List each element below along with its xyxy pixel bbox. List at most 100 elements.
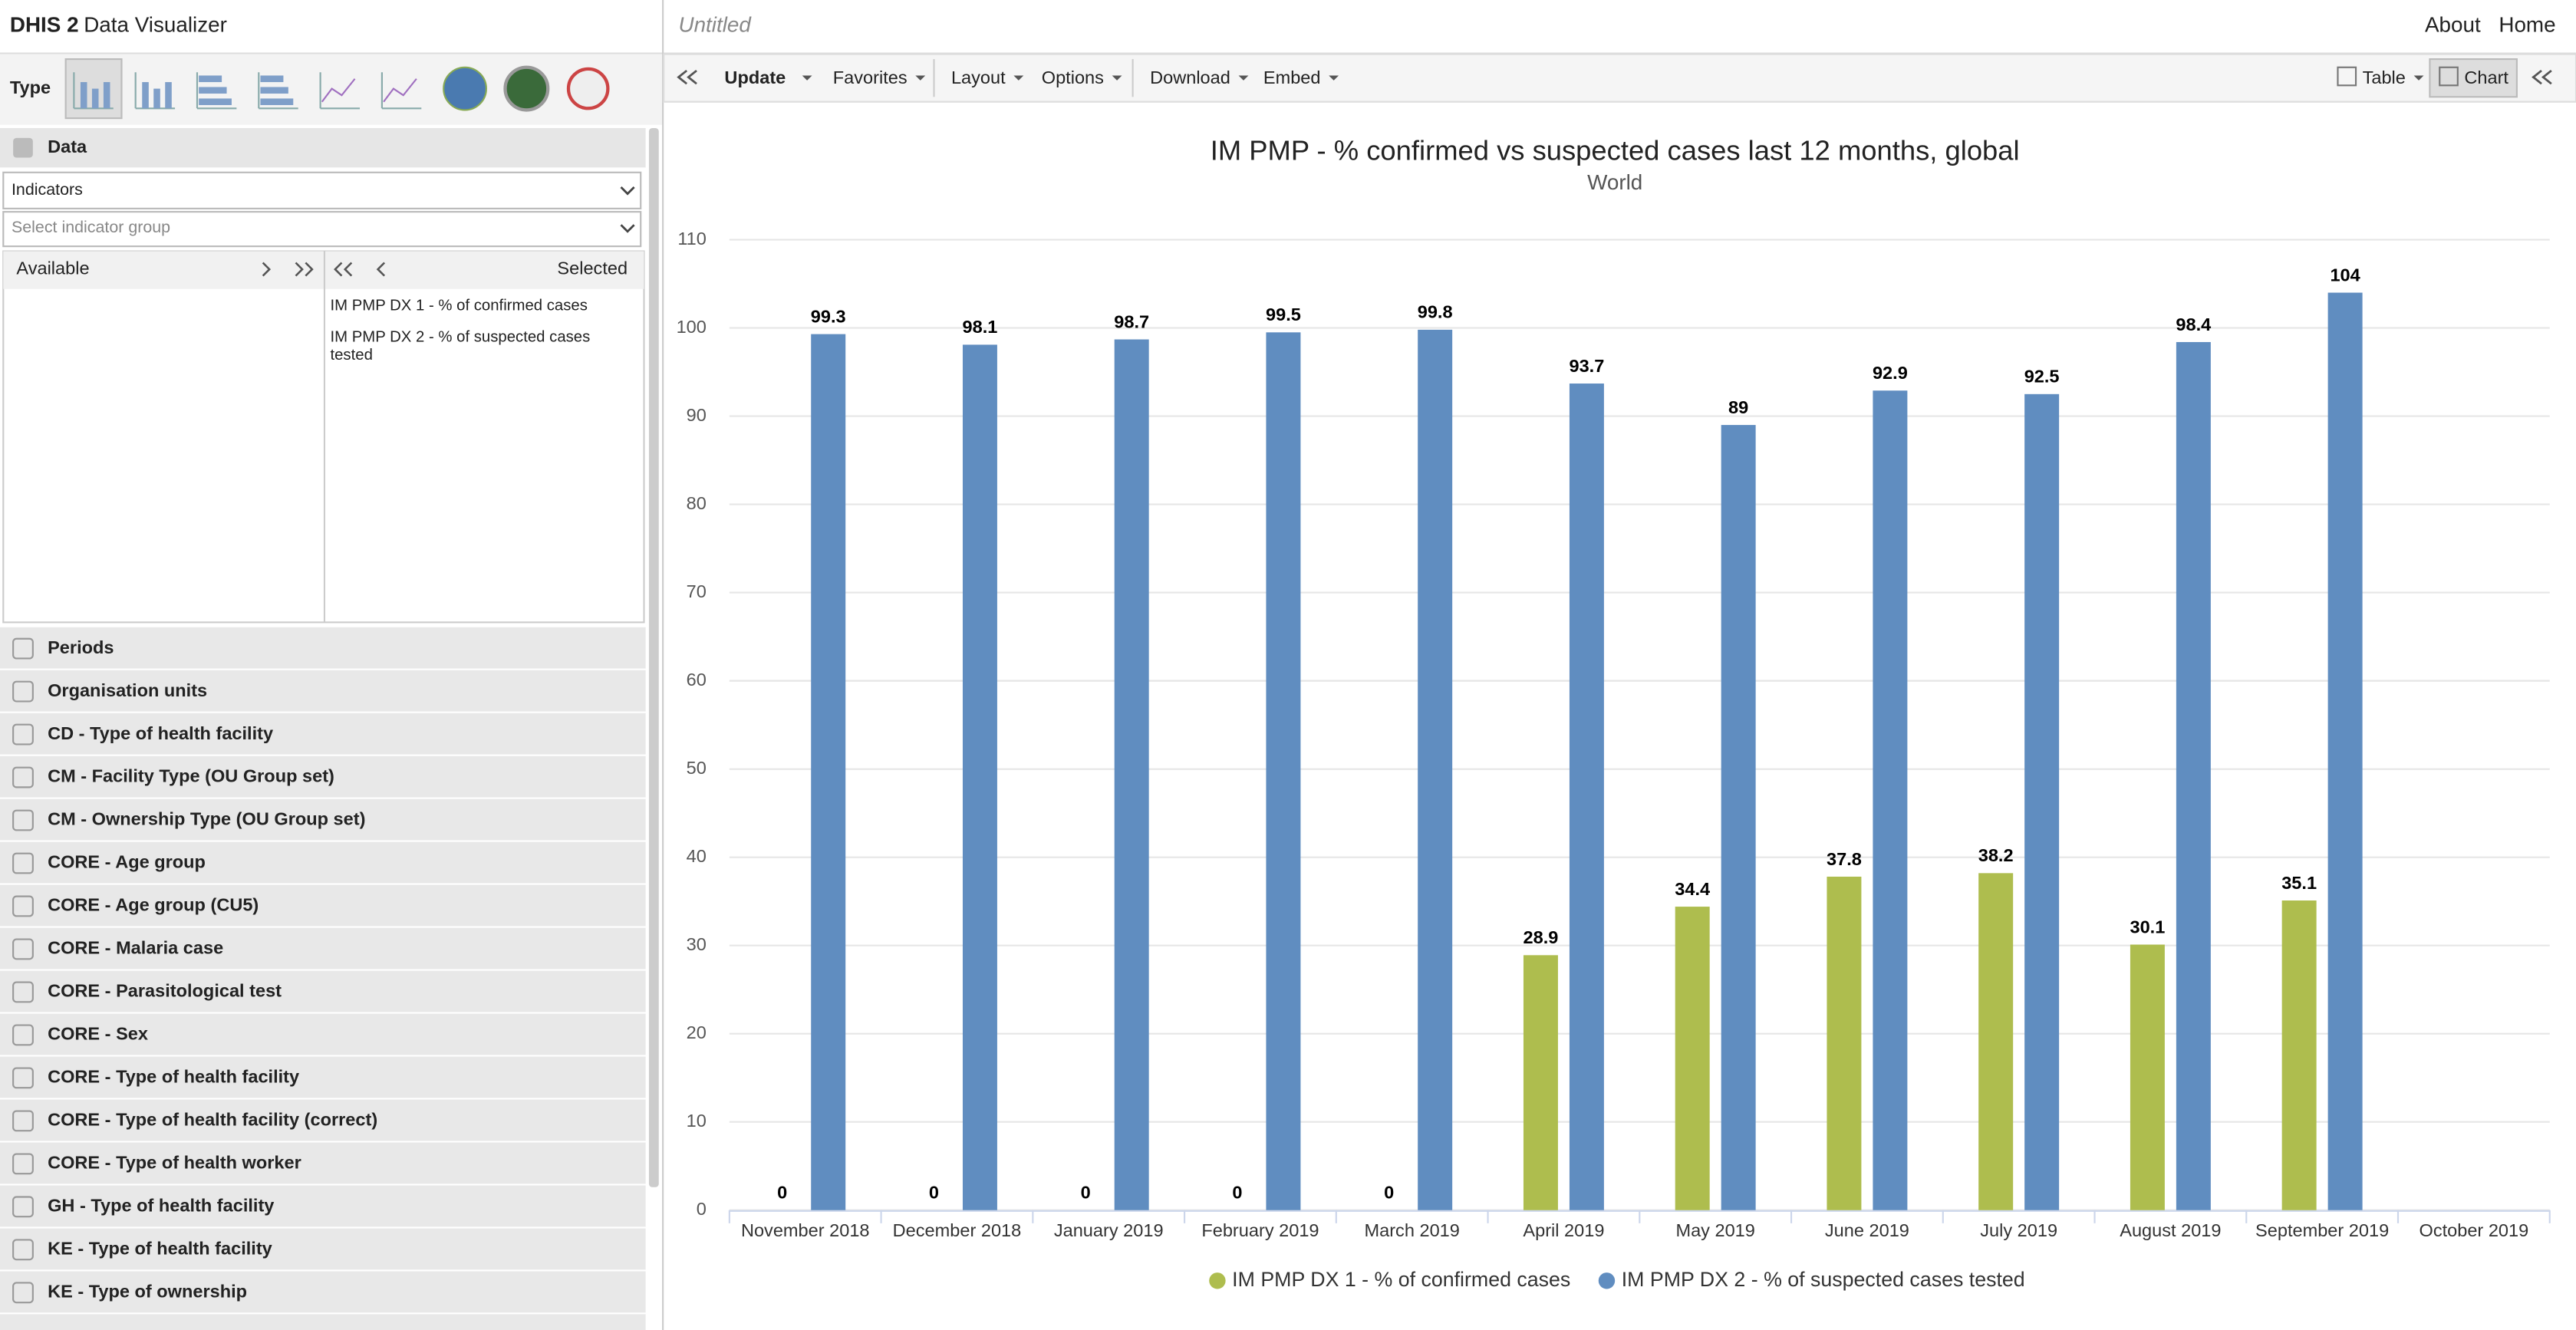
section-icon bbox=[12, 766, 34, 788]
home-link[interactable]: Home bbox=[2499, 13, 2555, 37]
move-arrows[interactable] bbox=[262, 262, 386, 277]
available: Available bbox=[16, 258, 89, 278]
data-label: 99.3 bbox=[811, 306, 846, 326]
section-label: Organisation units bbox=[48, 680, 207, 700]
x-tick-label: May 2019 bbox=[1675, 1220, 1754, 1240]
type-icon-gauge[interactable] bbox=[566, 67, 610, 110]
section-row[interactable] bbox=[0, 970, 646, 1012]
legend-marker[interactable] bbox=[1209, 1272, 1226, 1289]
section-row[interactable] bbox=[0, 927, 646, 970]
section-row[interactable] bbox=[0, 1099, 646, 1141]
section-label: CD - Type of health facility bbox=[48, 723, 273, 743]
toolbar-button[interactable]: Embed bbox=[1263, 67, 1321, 87]
legend-label[interactable]: IM PMP DX 1 - % of confirmed cases bbox=[1232, 1268, 1570, 1291]
data-label: 92.9 bbox=[1873, 363, 1908, 383]
section-row[interactable] bbox=[0, 1013, 646, 1055]
caret bbox=[620, 186, 635, 196]
data-label: 0 bbox=[1232, 1183, 1242, 1203]
type-icon[interactable] bbox=[196, 72, 237, 110]
view-icon bbox=[2337, 66, 2357, 87]
section-row[interactable] bbox=[0, 884, 646, 927]
view-button[interactable]: Chart bbox=[2464, 67, 2508, 87]
toolbar-button[interactable]: Layout bbox=[951, 67, 1006, 87]
bar bbox=[2024, 393, 2060, 1210]
section-label: CM - Facility Type (OU Group set) bbox=[48, 766, 334, 786]
bar bbox=[1873, 390, 1908, 1210]
section-label: KE - Type of health facility bbox=[48, 1239, 272, 1259]
scrollbar bbox=[648, 127, 659, 1187]
legend-marker[interactable] bbox=[1598, 1272, 1616, 1289]
type-icon-bar bbox=[260, 98, 294, 106]
section-row[interactable] bbox=[0, 798, 646, 841]
section-row[interactable] bbox=[0, 841, 646, 884]
section-label: CORE - Age group (CU5) bbox=[48, 895, 259, 915]
data-label: 0 bbox=[777, 1183, 787, 1203]
y-tick-label: 60 bbox=[687, 670, 707, 690]
y-tick-label: 30 bbox=[687, 934, 707, 954]
data-label: 0 bbox=[1384, 1183, 1394, 1203]
collapse-right[interactable] bbox=[2532, 69, 2552, 85]
bar bbox=[1266, 332, 1301, 1210]
bar bbox=[2327, 292, 2363, 1210]
section-icon bbox=[12, 981, 34, 1003]
app-name: Data Visualizer bbox=[84, 13, 227, 37]
toolbar-button[interactable]: Download bbox=[1150, 67, 1230, 87]
section-icon bbox=[12, 1196, 34, 1218]
plot: 0 10 20 30 40 50 60 70 80 90 100 110 November 2018 0 9… bbox=[677, 229, 2551, 1291]
section-label: CORE - Sex bbox=[48, 1024, 148, 1044]
brand: DHIS 2 bbox=[10, 13, 79, 37]
type-icon-radar[interactable] bbox=[503, 65, 550, 112]
data-label: 35.1 bbox=[2281, 873, 2317, 893]
x-tick-label: February 2019 bbox=[1201, 1220, 1319, 1240]
type-icon-bar bbox=[153, 88, 160, 109]
section-row[interactable] bbox=[0, 670, 646, 712]
section-icon bbox=[12, 809, 34, 831]
data-label: 30.1 bbox=[2130, 917, 2165, 937]
type-icon-bar bbox=[260, 75, 284, 83]
section-row[interactable] bbox=[0, 1228, 646, 1270]
selected-item[interactable]: IM PMP DX 1 - % of confirmed cases bbox=[330, 297, 609, 323]
title: Untitled bbox=[678, 13, 752, 37]
selected-item[interactable]: IM PMP DX 2 - % of suspected cases teste… bbox=[330, 328, 609, 374]
data-label: 98.7 bbox=[1114, 311, 1149, 331]
section-row[interactable] bbox=[0, 1142, 646, 1184]
group-select[interactable] bbox=[2, 211, 642, 248]
type-icon[interactable] bbox=[258, 72, 298, 110]
y-tick-label: 50 bbox=[687, 758, 707, 778]
type-icon[interactable] bbox=[380, 72, 422, 110]
type-icon-pie[interactable] bbox=[443, 66, 487, 111]
data-label: 98.1 bbox=[963, 317, 998, 337]
section-label: KE - Type of ownership bbox=[48, 1282, 247, 1302]
bar bbox=[962, 344, 997, 1210]
caret bbox=[915, 75, 926, 81]
type-icon[interactable] bbox=[319, 72, 361, 110]
section-row[interactable] bbox=[0, 1056, 646, 1098]
y-tick-label: 40 bbox=[687, 846, 707, 866]
toolbar-button[interactable]: Favorites bbox=[833, 67, 908, 87]
data-icon bbox=[13, 137, 33, 158]
section-row[interactable] bbox=[0, 1185, 646, 1227]
toolbar-button[interactable]: Update bbox=[724, 67, 786, 87]
section-row[interactable] bbox=[0, 713, 646, 755]
type-label: Type bbox=[10, 77, 51, 97]
selected-item-text: IM PMP DX 2 - % of suspected cases teste… bbox=[330, 328, 591, 365]
collapse-left[interactable] bbox=[677, 69, 697, 85]
dimension-select[interactable] bbox=[2, 171, 642, 209]
data-label: 99.5 bbox=[1266, 305, 1301, 324]
x-tick-label: August 2019 bbox=[2120, 1220, 2221, 1240]
section-icon bbox=[12, 1110, 34, 1132]
about-link[interactable]: About bbox=[2425, 13, 2481, 37]
legend-label[interactable]: IM PMP DX 2 - % of suspected cases teste… bbox=[1622, 1268, 2025, 1291]
y-tick-label: 0 bbox=[697, 1199, 707, 1219]
section-row[interactable] bbox=[0, 627, 646, 669]
caret bbox=[620, 224, 635, 233]
section-row[interactable] bbox=[0, 1271, 646, 1313]
section-row[interactable] bbox=[0, 756, 646, 798]
data-label: 92.5 bbox=[2024, 367, 2060, 387]
type-icon-bar bbox=[91, 88, 99, 109]
section-label: CORE - Type of health facility (correct) bbox=[48, 1110, 377, 1130]
data-label: 0 bbox=[929, 1183, 939, 1203]
view-button[interactable]: Table bbox=[2363, 67, 2406, 87]
type-icon-bar bbox=[80, 82, 87, 109]
toolbar-button[interactable]: Options bbox=[1042, 67, 1104, 87]
